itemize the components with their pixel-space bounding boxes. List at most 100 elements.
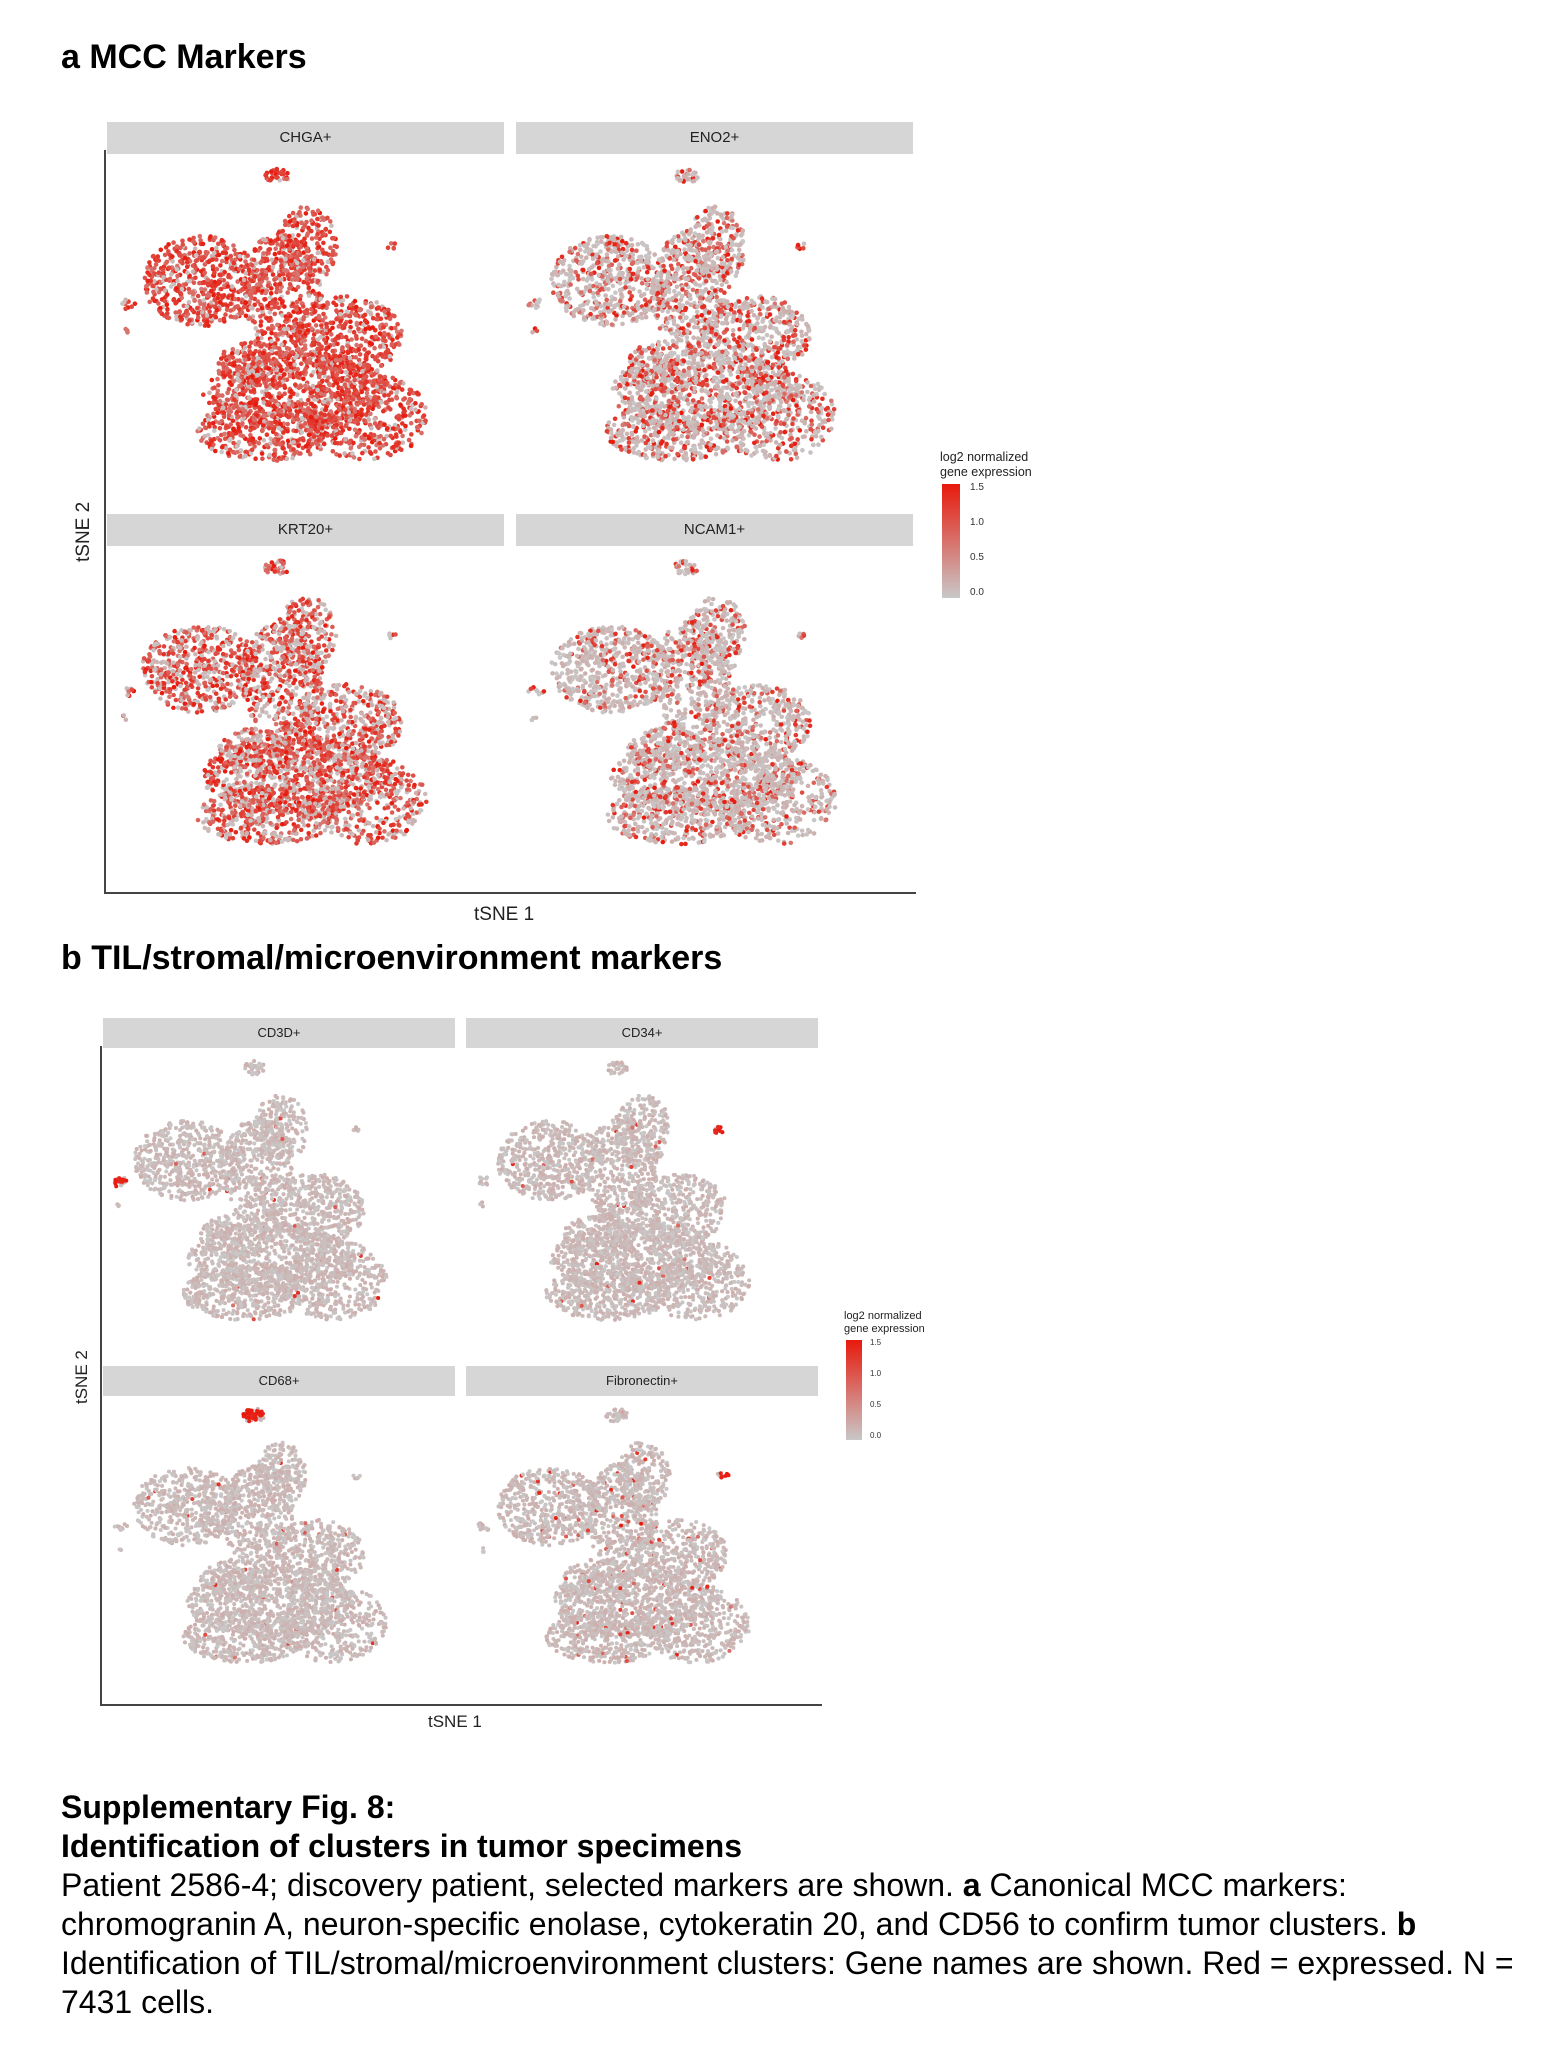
cell-point [210,264,216,269]
cell-point [612,258,618,263]
cell-point [243,357,248,362]
cell-point [384,433,389,439]
cell-point [301,407,306,413]
cell-point [575,307,580,312]
cell-point [617,281,623,286]
cell-point [218,300,223,305]
cell-point [381,344,387,350]
cell-point [661,247,667,252]
cell-point [587,236,592,242]
cell-point [358,343,364,348]
cell-point [197,321,203,327]
cell-point [767,339,773,344]
cell-point [319,323,324,328]
cell-point [305,310,310,316]
cell-point [342,451,347,456]
cell-point [262,273,267,278]
cell-point [316,437,321,443]
cell-point [205,293,210,298]
cell-point [313,362,319,368]
cell-point [382,393,387,398]
cell-point [786,335,791,340]
cell-point [153,262,159,267]
cell-point [612,296,618,302]
cell-point [577,242,583,248]
cell-point [219,444,225,450]
cell-point [769,334,774,339]
cell-point [405,400,411,406]
cell-point [300,370,306,376]
cell-point [268,361,274,366]
cell-point [243,259,248,264]
cell-point [344,388,350,393]
cell-point [403,427,408,433]
cell-point [408,388,414,393]
cell-point [185,270,190,275]
cell-point [278,421,283,427]
cell-point [288,254,293,259]
cell-point [392,241,398,246]
cell-point [301,376,306,382]
cell-point [161,264,167,270]
cell-point [287,219,293,224]
cell-point [612,237,617,243]
cell-point [567,277,572,283]
cell-point [662,268,667,273]
cell-point [309,326,314,331]
cell-point [318,391,324,396]
cell-point [672,331,678,337]
cell-point [166,265,172,271]
cell-point [306,225,311,231]
cell-point [334,316,339,322]
cell-point [249,278,255,284]
cell-point [578,247,583,253]
cell-point [320,318,325,323]
cell-point [304,233,310,238]
cell-point [297,268,303,273]
cell-point [278,368,284,373]
cell-point [782,353,788,359]
cell-point [599,321,605,326]
cell-point [183,282,189,287]
cell-point [272,311,278,317]
cell-point [226,451,231,456]
cell-point [252,274,258,279]
cell-point [235,279,240,284]
cell-point [733,242,739,248]
cell-point [224,366,230,371]
cell-point [296,233,301,238]
cell-point [741,342,746,347]
cell-point [195,305,200,311]
cell-point [348,400,353,406]
cell-point [786,308,792,314]
cell-point [406,437,412,443]
cell-point [391,245,397,251]
cell-point [696,276,702,281]
cell-point [576,277,581,282]
cell-point [588,311,593,317]
cell-point [199,438,204,443]
cell-point [743,362,748,367]
cell-point [604,252,610,257]
cell-point [177,309,182,315]
cell-point [321,311,326,317]
cell-point [579,254,584,260]
cell-point [675,234,681,239]
cell-point [269,348,274,354]
cell-point [317,350,322,356]
cell-point [806,336,812,341]
cell-point [672,234,677,240]
cell-point [309,352,315,357]
cell-point [349,337,354,342]
cell-point [671,321,677,327]
cell-point [782,309,787,315]
cell-point [727,311,732,317]
cell-point [264,256,269,262]
cell-point [274,167,280,172]
cell-point [774,355,779,360]
cell-point [391,444,396,450]
cell-point [353,414,358,419]
cell-point [736,247,742,253]
cell-point [319,425,325,431]
cell-point [352,427,358,432]
